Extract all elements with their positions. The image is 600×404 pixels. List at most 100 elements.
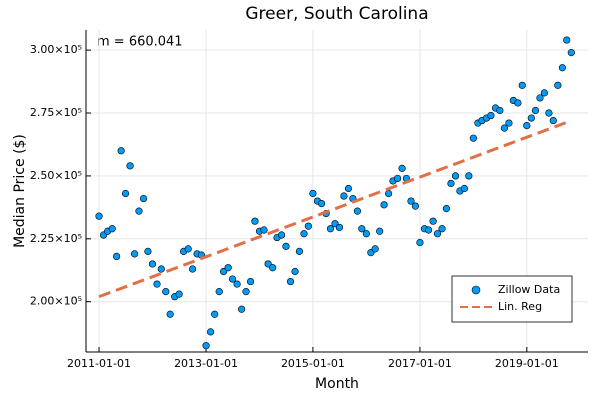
annotation: m = 660.041	[97, 35, 183, 50]
point	[277, 231, 286, 239]
point	[536, 94, 544, 102]
point	[496, 106, 504, 115]
point	[393, 174, 402, 183]
regression-line	[98, 119, 572, 299]
point	[380, 201, 388, 209]
point	[246, 277, 255, 286]
point	[153, 280, 161, 288]
point	[505, 119, 513, 127]
point	[523, 121, 531, 130]
point	[95, 212, 103, 220]
point	[184, 245, 192, 253]
point	[224, 264, 232, 272]
point	[460, 184, 469, 193]
point	[442, 205, 451, 213]
point	[139, 194, 148, 203]
point	[188, 265, 197, 273]
point	[215, 288, 223, 296]
y-tick-label: 3.00×10⁵	[30, 43, 82, 56]
point	[175, 290, 183, 298]
legend-box	[451, 275, 573, 323]
point	[411, 202, 419, 210]
point	[135, 207, 143, 215]
chart-title: Greer, South Carolina	[245, 4, 428, 24]
point	[531, 106, 540, 115]
point	[335, 223, 344, 232]
point	[326, 225, 335, 233]
point	[447, 179, 455, 188]
point	[112, 252, 121, 261]
point	[416, 238, 424, 247]
point	[300, 230, 308, 238]
point	[211, 310, 219, 318]
point	[344, 184, 353, 193]
point	[487, 111, 495, 120]
point	[469, 134, 477, 142]
point	[549, 116, 557, 125]
point	[131, 250, 139, 258]
point	[228, 275, 237, 283]
x-tick-label: 2013-01-01	[174, 357, 238, 370]
point	[251, 217, 259, 225]
legend-label: Zillow Data	[498, 283, 560, 296]
x-tick-label: 2015-01-01	[281, 357, 345, 370]
point	[295, 247, 304, 255]
point	[353, 207, 362, 215]
point	[429, 217, 437, 225]
x-tick-label: 2017-01-01	[388, 357, 452, 370]
point	[157, 265, 165, 273]
point	[202, 342, 210, 350]
point	[358, 225, 366, 233]
point	[451, 172, 460, 180]
point	[117, 147, 125, 155]
y-axis-label: Median Price ($)	[12, 134, 28, 248]
point	[286, 277, 295, 286]
point	[527, 114, 535, 122]
legend-marker	[471, 285, 481, 295]
point	[500, 124, 509, 132]
point	[438, 225, 446, 233]
point	[371, 245, 379, 253]
point	[238, 305, 246, 313]
y-tick-label: 2.50×10⁵	[30, 169, 82, 182]
point	[407, 197, 415, 205]
point	[540, 89, 548, 97]
point	[108, 225, 116, 233]
point	[269, 264, 277, 272]
point	[162, 288, 170, 296]
x-tick-label: 2011-01-01	[67, 357, 131, 370]
point	[362, 230, 370, 238]
point	[317, 199, 326, 208]
point	[148, 260, 157, 268]
point	[166, 310, 174, 318]
point	[424, 226, 433, 234]
point	[126, 162, 134, 170]
point	[242, 288, 250, 296]
point	[563, 36, 571, 44]
point	[340, 192, 348, 200]
point	[233, 280, 241, 288]
point	[514, 99, 522, 107]
point	[309, 189, 317, 198]
point	[465, 172, 473, 180]
point	[206, 328, 215, 336]
point	[518, 81, 526, 89]
point	[121, 189, 130, 198]
point	[260, 226, 268, 234]
y-tick-label: 2.75×10⁵	[30, 106, 82, 119]
point	[567, 49, 575, 57]
point	[433, 230, 442, 238]
point	[398, 164, 406, 172]
point	[304, 222, 312, 230]
point	[291, 267, 299, 276]
point	[144, 247, 152, 255]
x-tick-label: 2019-01-01	[495, 357, 559, 370]
point	[545, 109, 553, 117]
legend-label: Lin. Reg	[498, 300, 542, 313]
point	[558, 64, 566, 72]
point	[554, 81, 562, 89]
point	[376, 227, 384, 235]
y-tick-label: 2.25×10⁵	[30, 232, 82, 245]
x-axis-label: Month	[315, 376, 359, 392]
